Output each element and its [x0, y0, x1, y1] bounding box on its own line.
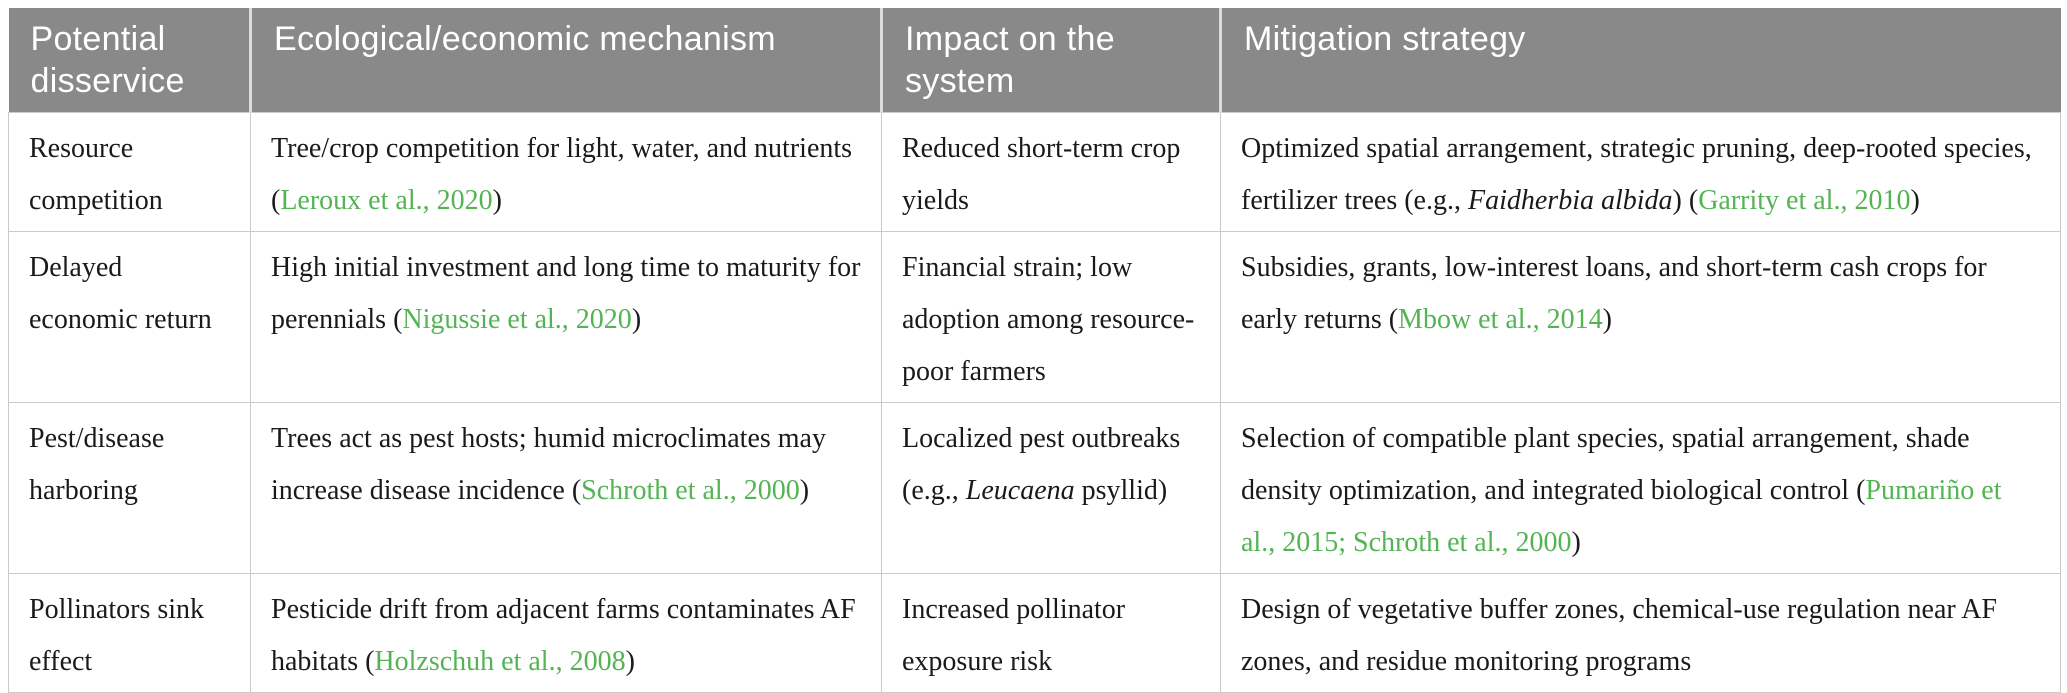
- cell-text: ) (: [1672, 185, 1699, 216]
- cell-text: Trees act as pest hosts; humid microclim…: [271, 423, 826, 506]
- table-row: Pollinators sink effect Pesticide drift f…: [8, 573, 2061, 693]
- cell-text: ): [492, 185, 502, 216]
- citation-link[interactable]: Mbow et al., 2014: [1398, 304, 1603, 335]
- table-cell: High initial investment and long time to…: [250, 231, 882, 403]
- cell-text: Pollinators sink effect: [29, 594, 205, 677]
- cell-text: ): [631, 304, 642, 335]
- citation-link[interactable]: Holzschuh et al., 2008: [374, 646, 626, 677]
- cell-text: Financial strain; low adoption among res…: [902, 252, 1195, 387]
- cell-text: Delayed economic return: [29, 252, 212, 335]
- col-header-mechanism: Ecological/economic mechanism: [249, 8, 882, 113]
- cell-text: Pesticide drift from adjacent farms cont…: [271, 594, 856, 677]
- col-header-mitigation: Mitigation strategy: [1219, 8, 2061, 113]
- table-row: Delayed economic return High initial inve…: [8, 231, 2061, 403]
- cell-text: Increased pollinator exposure risk: [902, 594, 1126, 677]
- species-name: Faidherbia albida: [1467, 185, 1673, 216]
- cell-text: Selection of compatible plant species, s…: [1241, 423, 1970, 506]
- table-cell: Delayed economic return: [8, 231, 251, 403]
- table-cell: Reduced short-term crop yields: [881, 112, 1221, 232]
- col-header-impact: Impact on the system: [880, 8, 1221, 113]
- table-cell: Design of vegetative buffer zones, chemi…: [1220, 573, 2061, 693]
- citation-link[interactable]: Schroth et al., 2000: [1353, 527, 1572, 558]
- cell-text: ): [1910, 185, 1920, 216]
- table-cell: Tree/crop competition for light, water, …: [250, 112, 882, 232]
- citation-link[interactable]: Schroth et al., 2000: [581, 475, 800, 506]
- cell-text: ): [625, 646, 635, 677]
- citation-link[interactable]: Pumariño et al., 2015;: [1241, 475, 2002, 558]
- header-row: Potential disservice Ecological/economic…: [8, 8, 2061, 113]
- table-cell: Subsidies, grants, low-interest loans, a…: [1220, 231, 2061, 403]
- table-cell: Financial strain; low adoption among res…: [881, 231, 1221, 403]
- table-row: Pest/disease harboring Trees act as pest …: [8, 402, 2061, 574]
- cell-text: Reduced short-term crop yields: [902, 133, 1181, 216]
- citation-link[interactable]: Garrity et al., 2010: [1698, 185, 1911, 216]
- species-name: Leucaena: [965, 475, 1075, 506]
- col-header-potential-disservice: Potential disservice: [8, 8, 251, 113]
- table-body: Resource competition Tree/crop competitio…: [8, 112, 2061, 693]
- cell-text: Subsidies, grants, low-interest loans, a…: [1241, 252, 1987, 335]
- cell-text: Resource competition: [29, 133, 163, 216]
- cell-text: Localized pest outbreaks (e.g.,: [902, 423, 1181, 506]
- table-cell: Localized pest outbreaks (e.g., Leucaena…: [881, 402, 1221, 574]
- cell-text: Tree/crop competition for light, water, …: [271, 133, 853, 216]
- table-cell: Trees act as pest hosts; humid microclim…: [250, 402, 882, 574]
- paper-table-page: Potential disservice Ecological/economic…: [8, 8, 2061, 693]
- agroforestry-disservices-table: Potential disservice Ecological/economic…: [8, 8, 2061, 693]
- table-row: Resource competition Tree/crop competitio…: [8, 112, 2061, 232]
- cell-text: psyllid): [1074, 475, 1168, 506]
- table-cell: Pollinators sink effect: [8, 573, 251, 693]
- citation-link[interactable]: Leroux et al., 2020: [280, 185, 493, 216]
- table-cell: Resource competition: [8, 112, 251, 232]
- table-cell: Optimized spatial arrangement, strategic…: [1220, 112, 2061, 232]
- cell-text: Optimized spatial arrangement, strategic…: [1241, 133, 2032, 216]
- cell-text: Design of vegetative buffer zones, chemi…: [1241, 594, 1997, 677]
- cell-text: ): [799, 475, 810, 506]
- cell-text: High initial investment and long time to…: [271, 252, 861, 335]
- cell-text: Pest/disease harboring: [29, 423, 165, 506]
- table-cell: Increased pollinator exposure risk: [881, 573, 1221, 693]
- cell-text: ): [1571, 527, 1581, 558]
- table-cell: Pesticide drift from adjacent farms cont…: [250, 573, 882, 693]
- table-cell: Selection of compatible plant species, s…: [1220, 402, 2061, 574]
- table-cell: Pest/disease harboring: [8, 402, 251, 574]
- cell-text: ): [1602, 304, 1612, 335]
- citation-link[interactable]: Nigussie et al., 2020: [402, 304, 632, 335]
